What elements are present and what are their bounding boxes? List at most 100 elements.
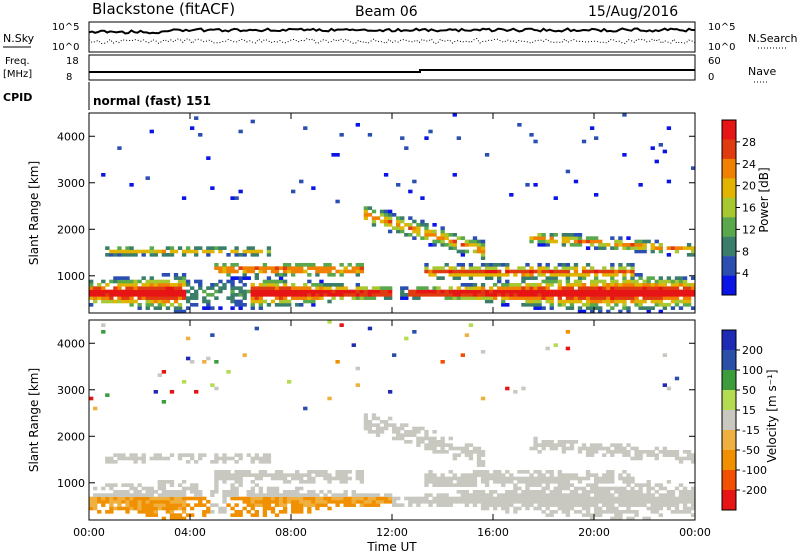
heatmap-cell	[678, 293, 684, 297]
heatmap-cell	[250, 306, 255, 310]
heatmap-cell	[468, 266, 474, 270]
heatmap-cell	[533, 443, 538, 447]
heatmap-cell	[262, 506, 268, 511]
heatmap-cell	[274, 490, 280, 494]
heatmap-cell	[537, 506, 542, 511]
heatmap-cell	[626, 503, 631, 507]
heatmap-cell	[602, 243, 607, 247]
heatmap-cell	[638, 276, 643, 280]
heatmap-cell	[565, 493, 571, 497]
heatmap-cell	[610, 470, 615, 474]
heatmap-cell	[585, 483, 591, 487]
heatmap-cell	[545, 493, 550, 497]
heatmap-cell	[291, 283, 296, 287]
heatmap-cell	[202, 306, 207, 310]
heatmap-cell	[452, 113, 457, 117]
heatmap-cell	[674, 299, 680, 304]
heatmap-cell	[505, 289, 510, 294]
heatmap-cell	[327, 396, 332, 401]
heatmap-cell	[606, 473, 611, 477]
heatmap-cell	[484, 470, 490, 474]
heatmap-cell	[412, 500, 417, 504]
heatmap-cell	[367, 296, 373, 300]
heatmap-cell	[153, 510, 158, 514]
heatmap-cell	[630, 266, 635, 270]
heatmap-cell	[339, 293, 344, 297]
heatmap-cell	[670, 490, 676, 494]
heatmap-cell	[335, 289, 340, 294]
heatmap-cell	[501, 503, 506, 507]
heatmap-cell	[472, 236, 478, 240]
heatmap-cell	[573, 493, 579, 497]
heatmap-cell	[610, 506, 615, 511]
heatmap-cell	[149, 296, 154, 300]
heatmap-cell	[682, 293, 688, 297]
heatmap-cell	[101, 293, 106, 297]
heatmap-cell	[537, 303, 542, 307]
heatmap-cell	[323, 293, 328, 297]
heatmap-cell	[291, 510, 296, 514]
heatmap-cell	[634, 446, 639, 451]
heatmap-cell	[295, 503, 300, 507]
heatmap-cell	[125, 279, 130, 284]
heatmap-cell	[521, 303, 526, 307]
heatmap-cell	[149, 456, 154, 461]
heatmap-cell	[517, 506, 522, 511]
velocity-x-ticks: 00:00 04:00 08:00 12:00 16:00 20:00 00:00	[73, 320, 711, 539]
heatmap-cell	[165, 273, 171, 277]
heatmap-cell	[141, 496, 146, 501]
heatmap-cell	[456, 236, 461, 240]
heatmap-cell	[105, 299, 110, 304]
heatmap-cell	[545, 269, 550, 274]
freq-label: Freq.	[5, 56, 30, 67]
heatmap-cell	[472, 493, 478, 497]
heatmap-cell	[589, 296, 595, 300]
heatmap-cell	[137, 303, 142, 307]
heatmap-cell	[513, 390, 518, 394]
heatmap-cell	[517, 493, 522, 497]
heatmap-cell	[598, 480, 603, 484]
heatmap-cell	[448, 476, 453, 481]
heatmap-cell	[319, 470, 324, 474]
heatmap-cell	[460, 446, 466, 451]
heatmap-cell	[218, 506, 223, 511]
heatmap-cell	[113, 299, 118, 304]
heatmap-cell	[327, 496, 332, 501]
heatmap-cell	[480, 496, 486, 501]
heatmap-cell	[493, 269, 498, 274]
heatmap-cell	[545, 293, 550, 297]
heatmap-cell	[460, 293, 466, 297]
heatmap-cell	[412, 496, 417, 501]
heatmap-cell	[363, 416, 369, 421]
heatmap-cell	[145, 500, 150, 504]
heatmap-cell	[545, 239, 550, 244]
heatmap-cell	[476, 286, 482, 290]
heatmap-cell	[234, 303, 239, 307]
heatmap-cell	[630, 289, 635, 294]
heatmap-cell	[682, 496, 688, 501]
heatmap-cell	[537, 493, 542, 497]
heatmap-cell	[618, 500, 623, 504]
heatmap-cell	[513, 269, 518, 274]
heatmap-cell	[581, 289, 587, 294]
heatmap-cell	[589, 299, 595, 304]
heatmap-cell	[598, 296, 603, 300]
freq-unit-label: [MHz]	[3, 69, 32, 80]
heatmap-cell	[250, 266, 255, 270]
heatmap-cell	[214, 289, 219, 294]
heatmap-cell	[177, 493, 183, 497]
heatmap-cell	[133, 503, 138, 507]
heatmap-cell	[400, 286, 405, 290]
heatmap-cell	[614, 273, 619, 277]
heatmap-cell	[545, 289, 550, 294]
heatmap-cell	[286, 500, 292, 504]
heatmap-cell	[589, 289, 595, 294]
heatmap-cell	[222, 460, 227, 464]
heatmap-cell	[646, 239, 651, 244]
heatmap-cell	[444, 296, 449, 300]
heatmap-cell	[598, 510, 603, 514]
heatmap-cell	[234, 293, 239, 297]
heatmap-cell	[202, 289, 207, 294]
heatmap-cell	[480, 450, 486, 454]
heatmap-cell	[533, 306, 538, 310]
